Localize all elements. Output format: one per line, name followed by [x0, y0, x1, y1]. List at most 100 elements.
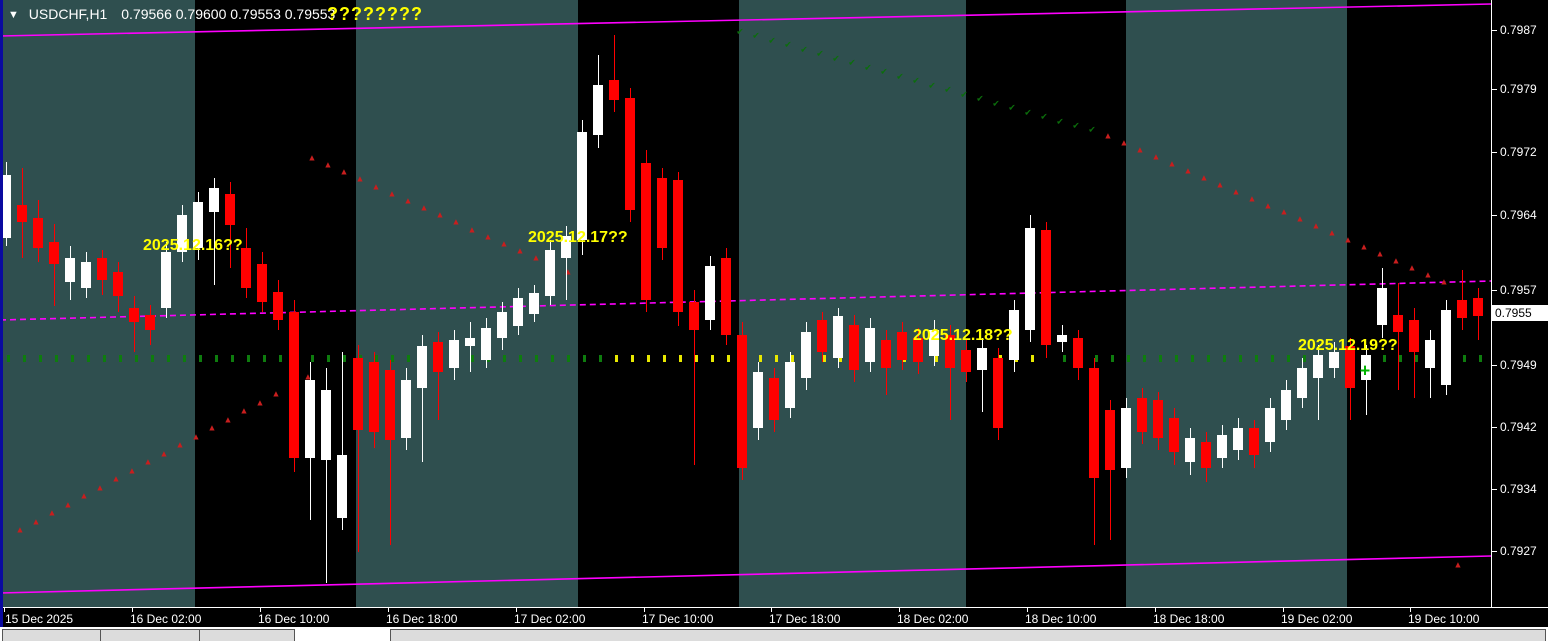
green-falling-arrow-icon: ✔: [896, 71, 904, 82]
candle-up: [1297, 368, 1307, 398]
baseline-dash: [1383, 355, 1386, 362]
baseline-dash: [583, 355, 586, 362]
green-falling-arrow-icon: ✔: [768, 35, 776, 46]
candle-down: [273, 292, 283, 320]
price-axis-tick: [1492, 427, 1497, 428]
candle-up: [209, 188, 219, 212]
green-falling-arrow-icon: ✔: [752, 30, 760, 41]
baseline-dash: [567, 355, 570, 362]
time-axis-label: 18 Dec 10:00: [1025, 612, 1097, 626]
time-axis-tick: [4, 608, 5, 612]
time-axis-label: 15 Dec 2025: [5, 612, 74, 626]
baseline-dash: [375, 355, 378, 362]
candle-down: [145, 315, 155, 330]
baseline-dash: [1207, 355, 1210, 362]
candle-up: [417, 346, 427, 388]
candle-wick: [614, 35, 615, 112]
candle-wick: [1366, 345, 1367, 415]
red-falling-mid-arrow-icon: ▲: [483, 231, 493, 242]
candle-down: [689, 302, 699, 330]
red-falling-right-arrow-icon: ▲: [1423, 269, 1433, 280]
red-falling-mid-arrow-icon: ▲: [419, 202, 429, 213]
time-axis-tick: [388, 608, 389, 612]
baseline-dash: [647, 355, 650, 362]
ohlc-quote-label: 0.79566 0.79600 0.79553 0.79553: [121, 6, 336, 22]
candle-wick: [214, 178, 215, 285]
red-falling-right-arrow-icon: ▲: [1391, 255, 1401, 266]
price-axis[interactable]: 0.7987 0.7979 0.7972 0.7964 0.7957 0.7949 0.79…: [1492, 0, 1548, 607]
time-axis[interactable]: 15 Dec 2025 16 Dec 02:00 16 Dec 10:00 16 De…: [0, 608, 1548, 627]
green-falling-arrow-icon: ✔: [816, 48, 824, 59]
red-falling-mid-arrow-icon: ▲: [323, 159, 333, 170]
candle-up: [1217, 435, 1227, 458]
candle-down: [657, 178, 667, 248]
baseline-dash: [631, 355, 634, 362]
green-falling-arrow-icon: ✔: [800, 44, 808, 55]
candle-down: [881, 340, 891, 368]
red-falling-mid-arrow-icon: ▲: [371, 181, 381, 192]
candle-down: [609, 80, 619, 100]
green-falling-arrow-icon: ✔: [960, 89, 968, 100]
baseline-dash: [1255, 355, 1258, 362]
candle-down: [1041, 230, 1051, 345]
time-axis-tick: [771, 608, 772, 612]
red-falling-right-arrow-icon: ▲: [1407, 262, 1417, 273]
candle-up: [193, 202, 203, 248]
candle-wick: [134, 296, 135, 352]
time-axis-tick: [1410, 608, 1411, 612]
candle-wick: [950, 325, 951, 420]
candle-wick: [342, 352, 343, 530]
baseline-dash: [551, 355, 554, 362]
green-falling-arrow-icon: ✔: [1040, 111, 1048, 122]
red-falling-right-arrow-icon: ▲: [1247, 193, 1257, 204]
time-axis-tick: [1027, 608, 1028, 612]
red-falling-right-arrow-icon: ▲: [1263, 200, 1273, 211]
candle-up: [161, 252, 171, 308]
baseline-dash: [663, 355, 666, 362]
baseline-dash: [215, 355, 218, 362]
red-falling-right-arrow-icon: ▲: [1327, 227, 1337, 238]
baseline-dash: [1143, 355, 1146, 362]
candle-up: [449, 340, 459, 368]
candle-up: [481, 328, 491, 360]
red-falling-mid-arrow-icon: ▲: [339, 166, 349, 177]
time-axis-label: 19 Dec 02:00: [1281, 612, 1353, 626]
price-axis-label: 0.7979: [1500, 82, 1537, 96]
green-falling-arrow-icon: ✔: [1008, 102, 1016, 113]
symbol-dropdown-icon[interactable]: ▼: [8, 9, 19, 21]
red-falling-mid-arrow-icon: ▲: [451, 216, 461, 227]
baseline-dash: [1063, 355, 1066, 362]
candle-wick: [1398, 283, 1399, 390]
bottom-panel-segment[interactable]: [2, 629, 295, 641]
price-axis-label: 0.7964: [1500, 208, 1537, 222]
red-rising-left-arrow-icon: ▲: [63, 499, 73, 510]
candle-down: [1473, 298, 1483, 316]
candle-up: [305, 380, 315, 458]
baseline-dash: [7, 355, 10, 362]
time-axis-label: 18 Dec 02:00: [897, 612, 969, 626]
red-falling-mid-arrow-icon: ▲: [515, 245, 525, 256]
baseline-dash: [503, 355, 506, 362]
baseline-dash: [791, 355, 794, 362]
baseline-dash: [343, 355, 346, 362]
candle-up: [1425, 340, 1435, 368]
candle-up: [705, 266, 715, 320]
price-axis-tick: [1492, 290, 1497, 291]
red-rising-left-arrow-icon: ▲: [303, 371, 313, 382]
candle-up: [545, 250, 555, 296]
bottom-panel-segment[interactable]: [390, 629, 1546, 641]
candle-down: [1089, 368, 1099, 478]
price-axis-tick: [1492, 489, 1497, 490]
time-axis-label: 16 Dec 10:00: [258, 612, 330, 626]
baseline-dash: [103, 355, 106, 362]
chart-plot-area[interactable]: ▲ ▲ ▲ ▲ ▲ ▲ ▲ ▲ ▲ ▲ ▲ ▲ ▲ ▲ ▲ ▲ ▲ ▲ ▲ ▲ ▲ ▲ ▲ ▲ ▲ ▲ ▲ ▲ ▲ ▲ ▲ ▲ ▲ ▲ ▲ ▲ ✔ ✔ ✔ ✔…: [0, 0, 1491, 608]
candle-down: [369, 362, 379, 432]
candle-down: [1457, 300, 1467, 318]
green-falling-arrow-icon: ✔: [880, 66, 888, 77]
baseline-dash: [679, 355, 682, 362]
red-falling-right-arrow-icon: ▲: [1279, 206, 1289, 217]
candle-wick: [358, 345, 359, 552]
baseline-dash: [135, 355, 138, 362]
red-falling-mid-arrow-icon: ▲: [531, 252, 541, 263]
red-single-bottom-arrow-icon: ▲: [1453, 559, 1463, 570]
